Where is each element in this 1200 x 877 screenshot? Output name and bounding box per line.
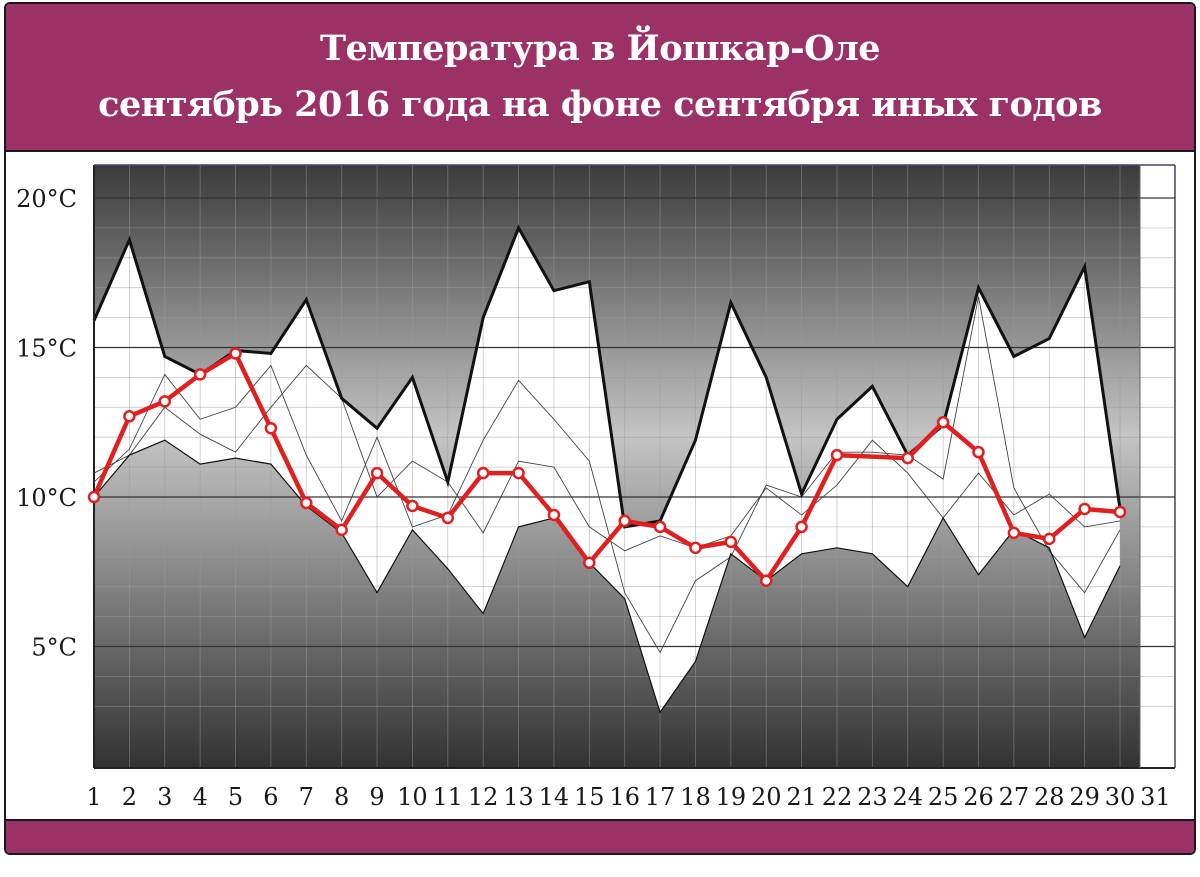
footer-band — [6, 819, 1194, 853]
x-tick-label: 30 — [1105, 783, 1136, 811]
x-tick-label: 13 — [503, 783, 534, 811]
x-tick-label: 5 — [228, 783, 243, 811]
series-2016-point — [370, 466, 384, 480]
series-2016-point — [901, 451, 914, 465]
x-tick-label: 25 — [928, 783, 959, 811]
chart-title-line-2: сентябрь 2016 года на фоне сентября иных… — [98, 84, 1102, 125]
last-day-column — [1140, 165, 1175, 768]
series-2016-point — [795, 520, 808, 534]
x-tick-label: 18 — [680, 783, 711, 811]
min-max-band — [94, 227, 1121, 713]
series-2016-point — [193, 368, 207, 381]
series-2016-point — [300, 496, 313, 510]
other-year-line-1 — [93, 296, 1121, 654]
x-tick-label: 4 — [192, 783, 207, 811]
range-edges — [92, 164, 1176, 769]
x-tick-label: 17 — [645, 783, 676, 811]
y-tick-label: 15°C — [16, 335, 77, 363]
x-tick-label: 24 — [892, 783, 923, 811]
chart-title-line-1: Температура в Йошкар-Оле — [319, 28, 881, 69]
series-2016 — [87, 347, 1127, 587]
x-tick-label: 15 — [574, 783, 605, 811]
series-2016-point — [583, 556, 596, 570]
x-tick-label: 7 — [299, 783, 314, 811]
x-tick-label: 16 — [609, 783, 640, 811]
series-2016-point — [724, 535, 738, 549]
x-tick-label: 26 — [963, 783, 994, 811]
x-tick-label: 19 — [716, 783, 747, 811]
series-2016-point — [441, 511, 455, 525]
series-2016-point — [87, 490, 101, 504]
series-2016-point — [335, 523, 348, 537]
x-tick-label: 10 — [397, 783, 428, 811]
max-line — [92, 224, 1122, 529]
series-2016-point — [1078, 502, 1091, 516]
x-tick-label: 12 — [468, 783, 499, 811]
series-2016-point — [476, 466, 490, 480]
series-2016-point — [1113, 505, 1127, 519]
series-2016-point — [406, 499, 419, 513]
x-tick-label: 20 — [751, 783, 782, 811]
series-2016-point — [830, 448, 844, 462]
x-tick-label: 14 — [539, 783, 570, 811]
x-tick-label: 1 — [86, 783, 101, 811]
series-2016-point — [972, 445, 985, 459]
series-2016-point — [158, 395, 172, 408]
series-2016-point — [1007, 526, 1021, 540]
x-tick-label: 23 — [857, 783, 888, 811]
x-tick-label: 2 — [122, 783, 137, 811]
x-tick-label: 6 — [263, 783, 278, 811]
y-tick-label: 5°C — [31, 634, 77, 662]
series-2016-point — [264, 421, 278, 435]
x-tick-label: 27 — [999, 783, 1030, 811]
x-tick-label: 28 — [1034, 783, 1065, 811]
series-2016-point — [512, 466, 525, 480]
series-2016-point — [759, 574, 773, 587]
series-2016-point — [1043, 532, 1056, 546]
x-tick-label: 21 — [786, 783, 817, 811]
x-tick-label: 8 — [334, 783, 349, 811]
x-tick-label: 3 — [157, 783, 172, 811]
x-tick-label: 22 — [822, 783, 853, 811]
series-2016-point — [618, 514, 631, 528]
range-band — [94, 227, 1121, 713]
axis-labels: 1 2 3 4 5 6 7 8 9 10 11 12 13 14 15 16 17 18 19 20 21 22 23 24 2… — [16, 185, 1171, 811]
series-2016-point — [547, 508, 561, 522]
series-2016-point — [229, 347, 242, 360]
y-tick-label: 10°C — [16, 484, 77, 512]
series-2016-point — [936, 416, 950, 429]
series-2016-point — [689, 541, 702, 555]
title-band: Температура в Йошкар-Оле сентябрь 2016 г… — [6, 4, 1194, 152]
x-tick-label: 29 — [1069, 783, 1100, 811]
y-tick-label: 20°C — [16, 185, 77, 213]
x-tick-label: 9 — [369, 783, 384, 811]
x-tick-label: 31 — [1140, 783, 1171, 811]
series-2016-point — [653, 520, 667, 534]
min-line — [93, 439, 1121, 714]
x-tick-label: 11 — [433, 783, 464, 811]
series-2016-point — [123, 410, 136, 423]
